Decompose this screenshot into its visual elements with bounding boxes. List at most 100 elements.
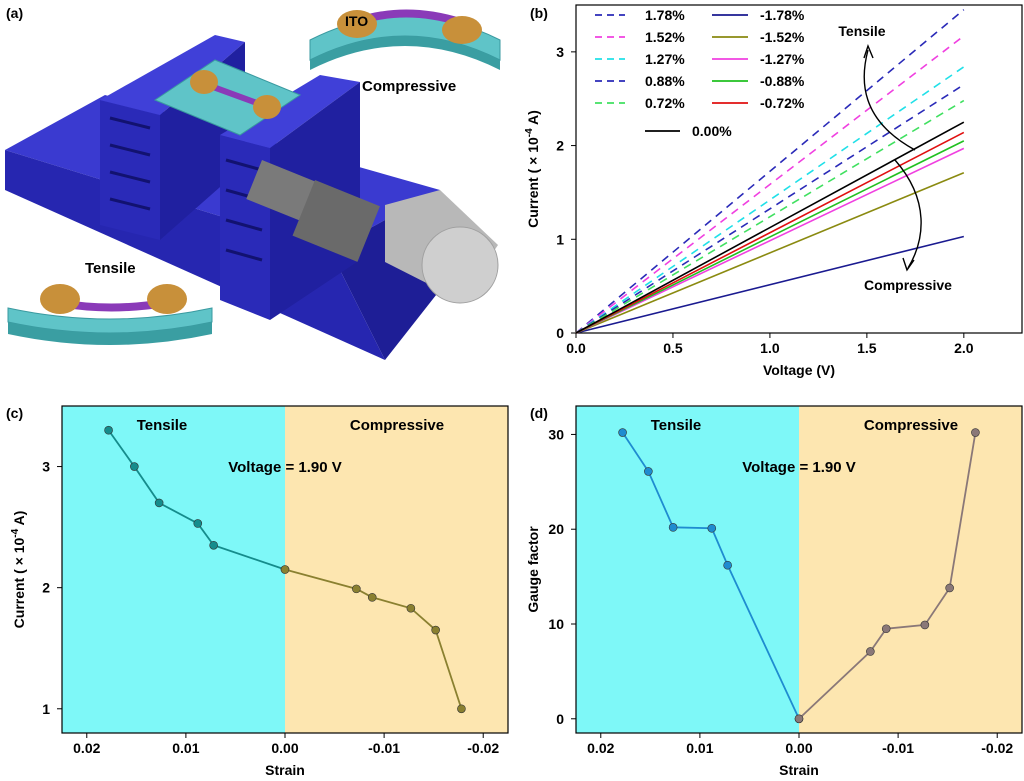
- x-tick-label: -0.01: [882, 740, 914, 756]
- tensile-inset: [7, 284, 213, 345]
- series-line-Compressive: [798, 432, 977, 720]
- panel-label: (c): [6, 405, 23, 421]
- compressive-electrode-left: [337, 10, 377, 38]
- stage-left-upright-top: [100, 35, 245, 115]
- x-tick-label: 0.01: [172, 740, 199, 756]
- stage-right-slots: [225, 158, 263, 262]
- legend-label: 0.00%: [692, 123, 732, 139]
- panel-a-label: (a): [6, 5, 23, 21]
- tensile-region: [576, 406, 799, 733]
- compressive-region: [799, 406, 1022, 733]
- panel-label: (b): [530, 5, 548, 21]
- panel-label: (d): [530, 405, 548, 421]
- data-point: [618, 428, 627, 437]
- x-axis-title: Strain: [265, 762, 305, 778]
- tensile-annotation: Tensile: [838, 23, 885, 39]
- panel-d-chart: (d) 0.02 0.01 0.00 -0.01 -0.02 0 10 20 30 Strain Ga…: [525, 405, 1023, 778]
- compressive-region: [285, 406, 508, 733]
- x-axis-title: Voltage (V): [763, 362, 835, 378]
- stage-knob-face: [421, 226, 499, 304]
- x-tick-label: 1.5: [857, 340, 877, 356]
- x-tick-label: 0.00: [785, 740, 812, 756]
- tensile-substrate-edge: [8, 322, 212, 345]
- data-point: [881, 624, 891, 634]
- y-axis-title-exponent: -4: [10, 528, 21, 537]
- data-point: [130, 462, 139, 471]
- y-tick-label: 2: [556, 138, 564, 154]
- legend-label: 1.52%: [645, 29, 685, 45]
- tensile-electrode-left: [40, 284, 80, 314]
- tensile-arrow: [863, 49, 916, 151]
- x-tick-label: 0.02: [73, 740, 100, 756]
- x-tick-label: -0.02: [981, 740, 1013, 756]
- compressive-electrode-right: [442, 16, 482, 44]
- data-point: [920, 620, 930, 630]
- data-point: [431, 625, 440, 635]
- data-point: [668, 523, 678, 532]
- stage-left-upright-front: [100, 100, 160, 240]
- y-tick-label: 2: [42, 580, 50, 596]
- plot-frame: [575, 4, 1023, 334]
- series-line-0.72: [575, 99, 965, 334]
- x-tick-label: 0.02: [587, 740, 614, 756]
- ito-label: ITO: [345, 13, 368, 29]
- y-axis-title-exponent: -4: [524, 128, 535, 137]
- series-line-Tensile: [621, 432, 800, 720]
- compressive-region-label: Compressive: [350, 417, 444, 434]
- compressive-arrowhead: [902, 257, 915, 272]
- y-tick-label: 1: [42, 701, 50, 717]
- stage-left-slots: [109, 116, 151, 211]
- series-line--1.27: [575, 147, 965, 334]
- data-point: [866, 647, 875, 656]
- y-tick-label: 3: [42, 459, 50, 475]
- y-axis-title-text: Current ( × 10: [525, 137, 541, 228]
- series-line-Tensile: [107, 429, 286, 571]
- y-axis-title: Gauge factor: [525, 526, 541, 613]
- panel-b-chart: (b) 0.0 0.5 1.0 1.5 2.0 0 1 2 3 Voltage (V) Current…: [524, 4, 1023, 378]
- legend-label: -1.52%: [760, 29, 805, 45]
- x-tick-label: 1.0: [760, 340, 780, 356]
- tensile-region-label: Tensile: [137, 417, 188, 434]
- y-tick-label: 30: [548, 426, 564, 442]
- data-point: [945, 583, 954, 593]
- legend-label: -1.78%: [760, 7, 805, 23]
- data-point: [104, 425, 113, 435]
- x-tick-label: -0.02: [467, 740, 499, 756]
- data-point: [406, 603, 416, 613]
- series-line--1.78: [575, 235, 965, 334]
- x-axis-title: Strain: [779, 762, 819, 778]
- data-point: [794, 714, 804, 724]
- x-tick-label: -0.01: [368, 740, 400, 756]
- series-line--1.52: [575, 172, 965, 334]
- x-tick-label: 0.01: [686, 740, 713, 756]
- data-point: [707, 523, 717, 533]
- compressive-inset: ITO: [309, 9, 501, 70]
- legend-label: -0.88%: [760, 73, 805, 89]
- x-tick-label: 2.0: [954, 340, 974, 356]
- data-point: [193, 519, 203, 528]
- series-line--0.72: [575, 131, 965, 334]
- panel-a-schematic: (a): [5, 5, 501, 360]
- legend-label: 0.72%: [645, 95, 685, 111]
- y-axis-title-unit: A): [525, 110, 541, 128]
- data-point: [457, 704, 466, 714]
- data-point: [644, 467, 653, 476]
- tensile-region-label: Tensile: [651, 417, 702, 434]
- compressive-arrow: [894, 159, 922, 269]
- x-tick-label: 0.00: [271, 740, 298, 756]
- tensile-label: Tensile: [85, 260, 136, 277]
- y-axis-title-text: Current ( × 10: [11, 538, 27, 629]
- y-tick-label: 0: [556, 711, 564, 727]
- y-axis-title: Current ( × 10-4 A): [10, 511, 27, 629]
- data-point: [280, 565, 290, 574]
- panel-c-chart: (c) 0.02 0.01 0.00 -0.01 -0.02 1 2 3 Strain Curren…: [6, 405, 509, 778]
- series-line-1.52: [575, 35, 965, 334]
- y-tick-label: 1: [556, 231, 564, 247]
- y-tick-label: 0: [556, 325, 564, 341]
- y-tick-label: 3: [556, 44, 564, 60]
- y-tick-label: 10: [548, 616, 564, 632]
- data-point: [723, 560, 732, 570]
- series-line-Compressive: [284, 568, 463, 710]
- tensile-region: [62, 406, 285, 733]
